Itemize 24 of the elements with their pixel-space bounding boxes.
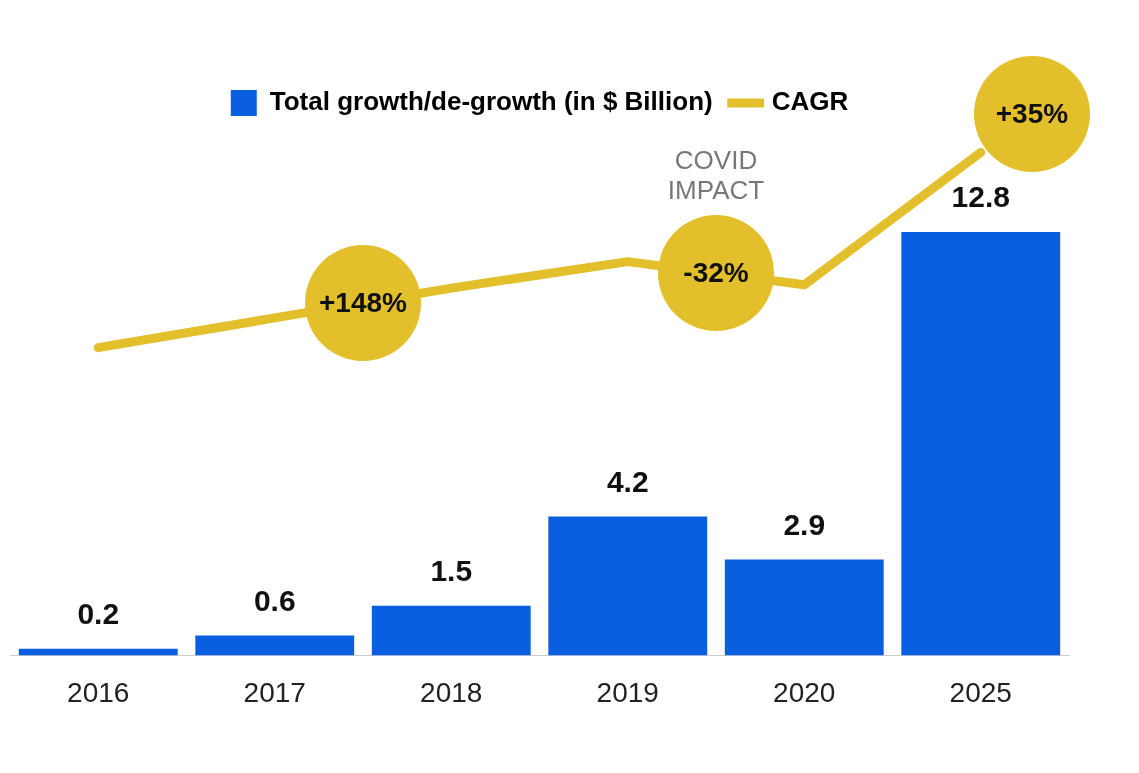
bar (724, 559, 884, 656)
x-tick-label: 2020 (773, 676, 836, 708)
annotation: COVID IMPACT (666, 145, 766, 206)
data-label: 12.8 (951, 180, 1010, 214)
data-label: 0.2 (77, 597, 120, 631)
x-tick-label: 2019 (596, 676, 659, 708)
annotation: -32% (683, 257, 749, 290)
data-label: 0.6 (253, 583, 296, 617)
data-label: 4.2 (606, 464, 649, 498)
bar (901, 231, 1061, 656)
x-tick-label: 2016 (67, 676, 130, 708)
annotation: +148% (319, 287, 407, 320)
legend-label: CAGR (771, 86, 849, 117)
x-tick-label: 2018 (420, 676, 483, 708)
x-tick-label: 2025 (949, 676, 1012, 708)
bar (548, 516, 708, 656)
x-tick-label: 2017 (243, 676, 306, 708)
bar (371, 605, 531, 656)
data-label: 2.9 (783, 507, 826, 541)
legend-label: Total growth/de-growth (in $ Billion) (269, 86, 713, 117)
annotation: +35% (995, 98, 1069, 131)
data-label: 1.5 (430, 554, 473, 588)
bar (195, 635, 355, 656)
bar (18, 648, 178, 656)
